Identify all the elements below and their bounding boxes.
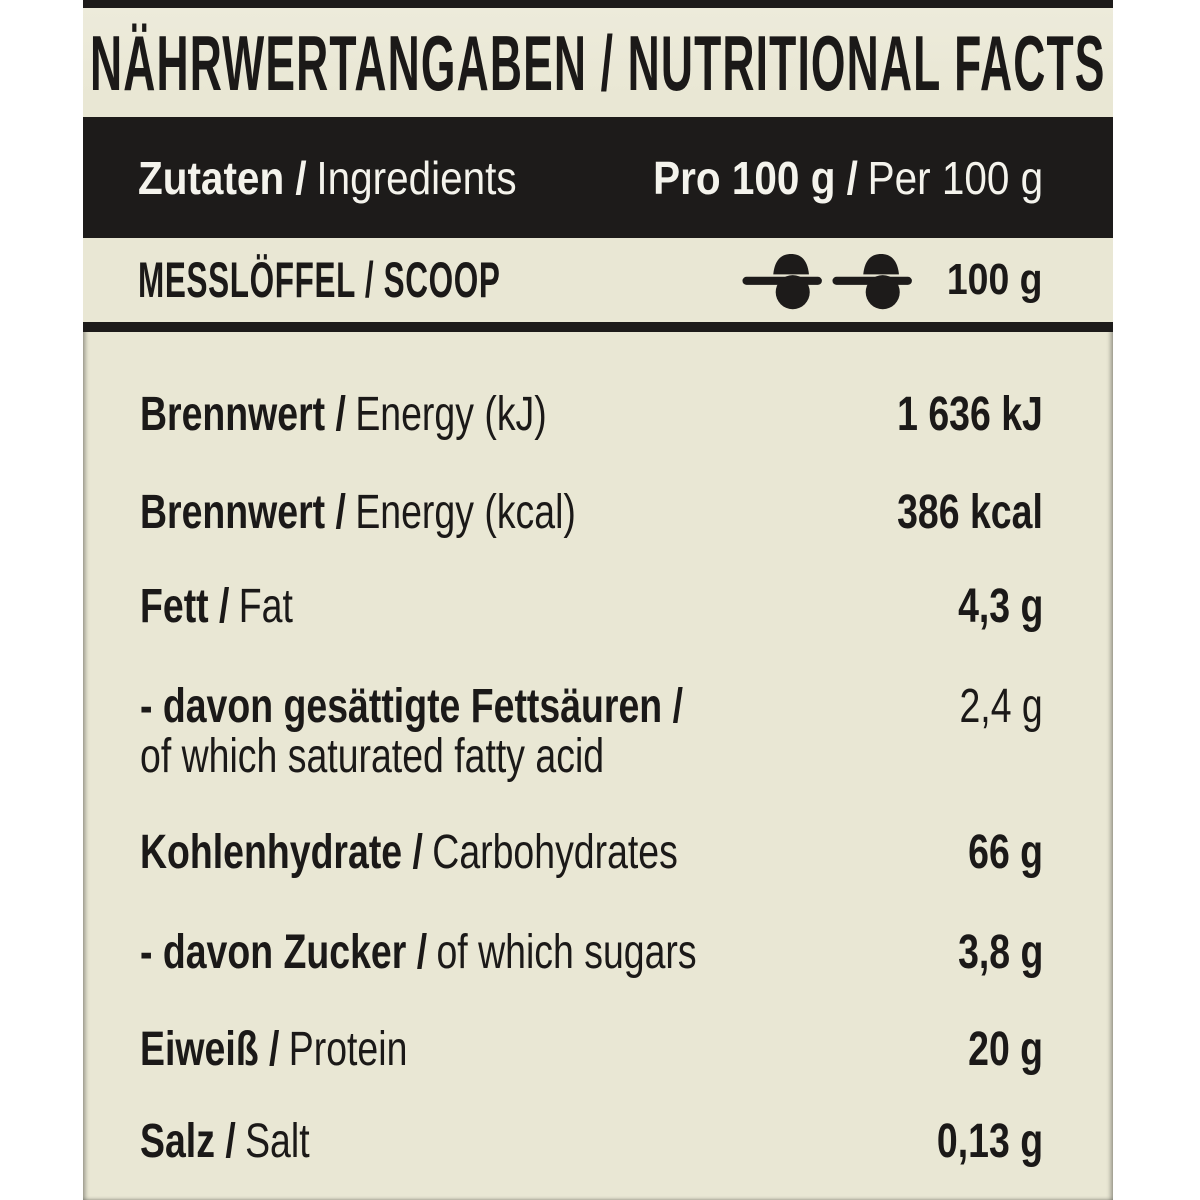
row-value: 2,4 g [959, 680, 1043, 733]
row-label-en: Energy (kcal) [355, 486, 576, 539]
row-label-en: Carbohydrates [432, 826, 678, 879]
row-label-en: Protein [288, 1023, 408, 1076]
row-label-de: Kohlenhydrate / [140, 826, 423, 879]
row-label-de: - davon Zucker / [140, 926, 428, 979]
row-label-de: Brennwert / [140, 486, 346, 539]
row-label-en: of which sugars [436, 926, 697, 979]
ingredients-heading-en: Ingredients [316, 151, 517, 204]
row-value: 3,8 g [957, 926, 1043, 979]
row-label-de: - davon gesättigte Fettsäuren / [140, 680, 683, 733]
row-label-en: of which saturated fatty acid [140, 730, 605, 783]
row-value: 4,3 g [957, 580, 1043, 633]
row-label-en: Fat [238, 580, 293, 633]
row-label-de: Eiweiß / [140, 1023, 280, 1076]
row-energy-kcal: Brennwert / Energy (kcal) 386 kcal [83, 488, 1113, 538]
ingredients-heading-de: Zutaten / [138, 151, 307, 204]
row-label-en: Salt [245, 1115, 310, 1168]
row-label: Kohlenhydrate / Carbohydrates [140, 828, 678, 878]
row-label: Brennwert / Energy (kcal) [140, 488, 576, 538]
row-value: 1 636 kJ [897, 388, 1043, 441]
row-label: Eiweiß / Protein [140, 1025, 407, 1075]
nutrition-label: NÄHRWERTANGABEN / NUTRITIONAL FACTS Zuta… [83, 0, 1113, 1200]
scoop-label: MESSLÖFFEL / SCOOP [138, 252, 501, 308]
row-protein: Eiweiß / Protein 20 g [83, 1025, 1113, 1075]
row-label-de: Salz / [140, 1115, 236, 1168]
scoop-group: 100 g [734, 250, 1043, 310]
per-100g-heading: Pro 100 g / Per 100 g [653, 151, 1043, 205]
ingredients-heading: Zutaten / Ingredients [138, 151, 517, 205]
row-label-de: Brennwert / [140, 388, 346, 441]
row-label: Salz / Salt [140, 1117, 310, 1167]
scoop-icon [742, 254, 823, 310]
row-label-de: Fett / [140, 580, 230, 633]
row-sugars: - davon Zucker / of which sugars 3,8 g [83, 928, 1113, 978]
row-label-en: Energy (kJ) [355, 388, 547, 441]
row-label: - davon gesättigte Fettsäuren / of which … [140, 682, 683, 782]
row-value: 20 g [968, 1023, 1043, 1076]
row-salt: Salz / Salt 0,13 g [83, 1117, 1113, 1167]
row-energy-kj: Brennwert / Energy (kJ) 1 636 kJ [83, 390, 1113, 440]
page-title: NÄHRWERTANGABEN / NUTRITIONAL FACTS [90, 18, 1106, 107]
row-label: Brennwert / Energy (kJ) [140, 390, 547, 440]
scoop-icon [832, 254, 913, 310]
row-value: 386 kcal [897, 486, 1043, 539]
row-label: - davon Zucker / of which sugars [140, 928, 697, 978]
ingredients-band: Zutaten / Ingredients Pro 100 g / Per 100 … [83, 117, 1113, 238]
divider-line [83, 322, 1113, 332]
top-border-bar [83, 0, 1113, 8]
row-value: 66 g [968, 826, 1043, 879]
row-carbohydrates: Kohlenhydrate / Carbohydrates 66 g [83, 828, 1113, 878]
title-row: NÄHRWERTANGABEN / NUTRITIONAL FACTS [83, 8, 1113, 117]
row-saturated-fat: - davon gesättigte Fettsäuren / of which … [83, 682, 1113, 782]
scoop-amount: 100 g [947, 255, 1043, 304]
row-label: Fett / Fat [140, 582, 293, 632]
row-fat: Fett / Fat 4,3 g [83, 582, 1113, 632]
per-100g-heading-en: Per 100 g [867, 151, 1043, 204]
per-100g-heading-de: Pro 100 g / [653, 151, 858, 204]
row-value: 0,13 g [936, 1115, 1043, 1168]
scoop-row: MESSLÖFFEL / SCOOP 100 g [83, 238, 1113, 322]
